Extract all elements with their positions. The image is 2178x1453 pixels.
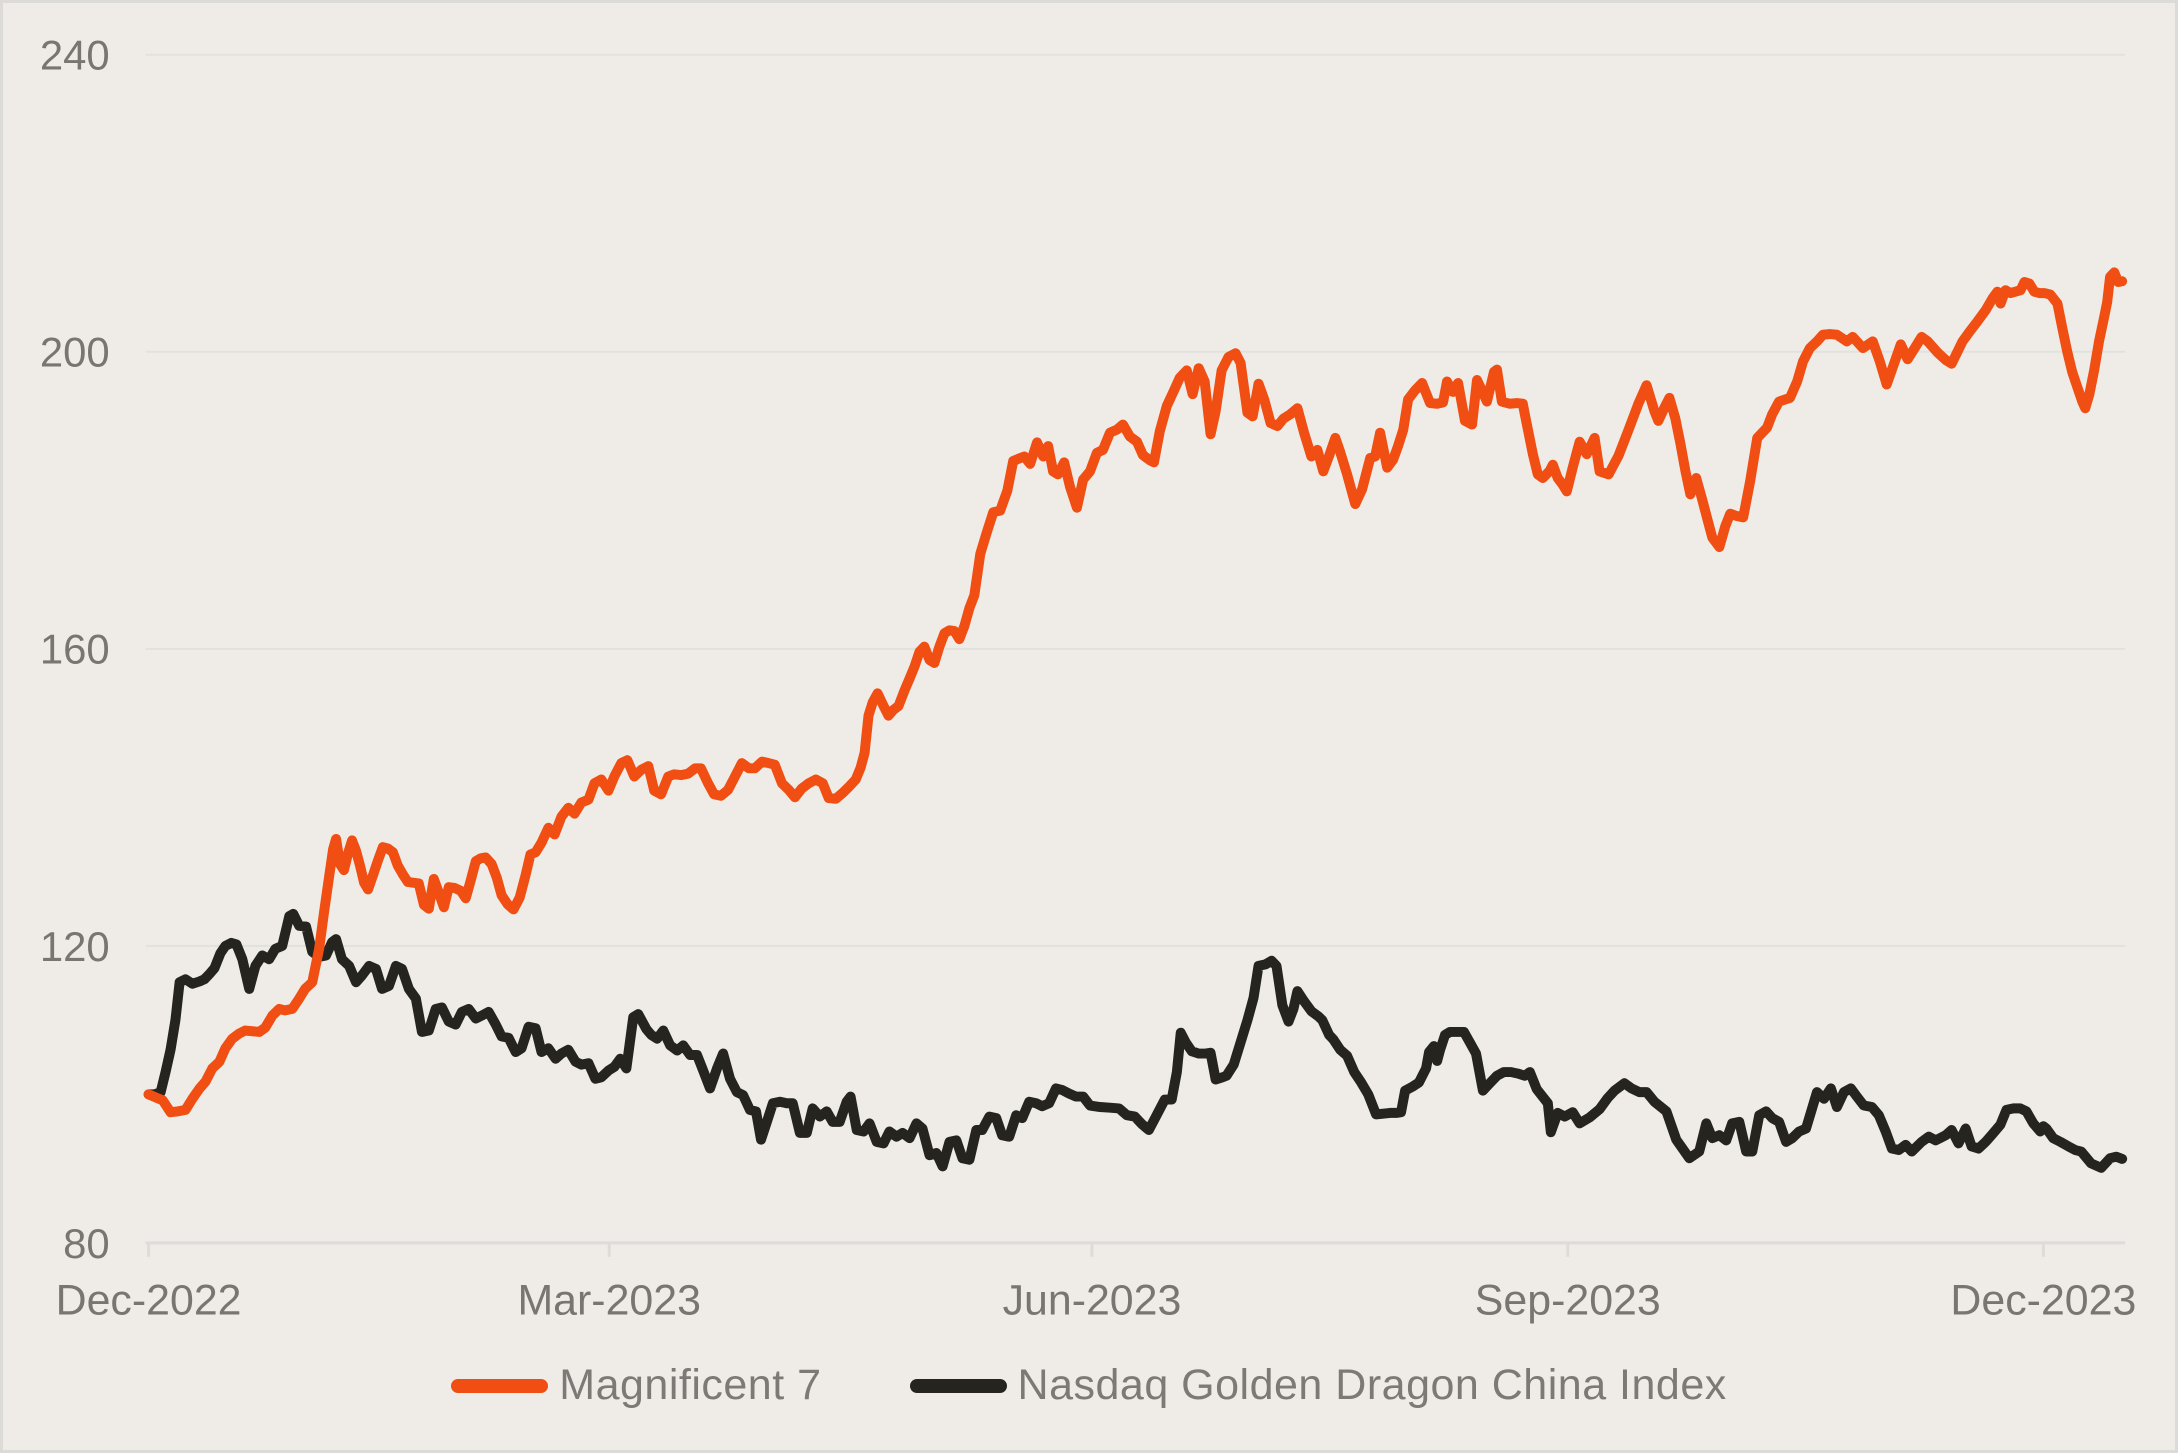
x-tick-label: Mar-2023 <box>517 1277 701 1325</box>
legend-label: Nasdaq Golden Dragon China Index <box>1017 1361 1727 1409</box>
chart-legend: Magnificent 7 Nasdaq Golden Dragon China … <box>3 1361 2175 1410</box>
legend-item: Nasdaq Golden Dragon China Index <box>909 1361 1727 1410</box>
y-tick-label: 80 <box>63 1220 110 1267</box>
legend-swatch-icon <box>451 1378 549 1393</box>
y-tick-label: 240 <box>40 32 110 79</box>
y-tick-label: 200 <box>40 329 110 376</box>
x-tick-label: Dec-2023 <box>1950 1277 2136 1325</box>
legend-swatch-icon <box>909 1378 1007 1393</box>
legend-label: Magnificent 7 <box>559 1361 822 1409</box>
y-tick-label: 120 <box>40 923 110 970</box>
x-tick-label: Jun-2023 <box>1003 1277 1182 1325</box>
x-tick-label: Dec-2022 <box>56 1277 242 1325</box>
line-chart: 240 200 160 120 80 Dec-2022 Mar-2023 Jun-2023 Se… <box>40 32 2137 1325</box>
x-tick-label: Sep-2023 <box>1475 1277 1661 1325</box>
legend-item: Magnificent 7 <box>451 1361 821 1410</box>
series-line-magnificent-7 <box>143 267 2128 1118</box>
y-tick-label: 160 <box>40 626 110 673</box>
series-line-nasdaq-golden-dragon-china-index <box>143 908 2128 1173</box>
